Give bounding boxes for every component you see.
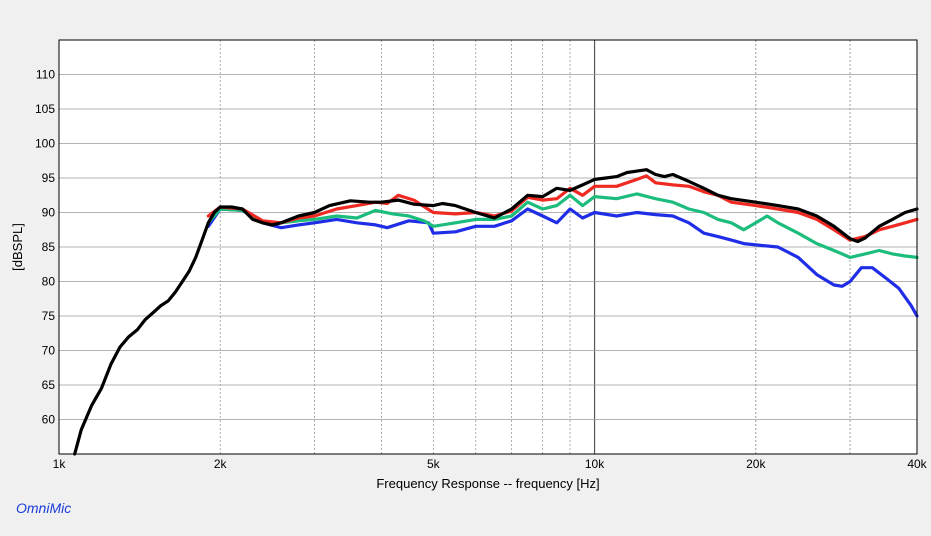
plot-frame: [58, 39, 918, 455]
y-tick-label: 65: [42, 378, 56, 392]
series-line-black: [73, 168, 919, 456]
y-axis-title: [dBSPL]: [10, 223, 25, 271]
x-tick-label: 2k: [214, 457, 228, 471]
tick-labels: 60 65 70 75 80 85 90 95 100 105 110 1k 2k 5k 10k 20k 40k: [35, 68, 928, 472]
y-tick-label: 90: [42, 206, 56, 220]
x-tick-label: 1k: [53, 457, 67, 471]
x-tick-label: 5k: [427, 457, 441, 471]
y-tick-label: 110: [36, 68, 55, 82]
y-tick-label: 100: [35, 137, 55, 151]
series-line-red: [206, 174, 919, 242]
y-tick-label: 80: [42, 275, 56, 289]
series-line-green: [206, 192, 919, 259]
y-tick-label: 75: [42, 309, 56, 323]
x-tick-label: 10k: [585, 457, 605, 471]
series-line-blue: [206, 207, 919, 318]
x-tick-label: 20k: [746, 457, 766, 471]
series-layer: [73, 168, 919, 456]
x-tick-label: 40k: [907, 457, 927, 471]
y-tick-label: 60: [42, 413, 56, 427]
y-tick-label: 85: [42, 240, 56, 254]
y-tick-label: 70: [42, 344, 56, 358]
omnimic-brand: OmniMic: [16, 500, 72, 516]
y-tick-label: 105: [35, 102, 55, 116]
y-tick-label: 95: [42, 171, 56, 185]
x-axis-title: Frequency Response -- frequency [Hz]: [376, 476, 599, 491]
grid-lines: [59, 40, 917, 454]
